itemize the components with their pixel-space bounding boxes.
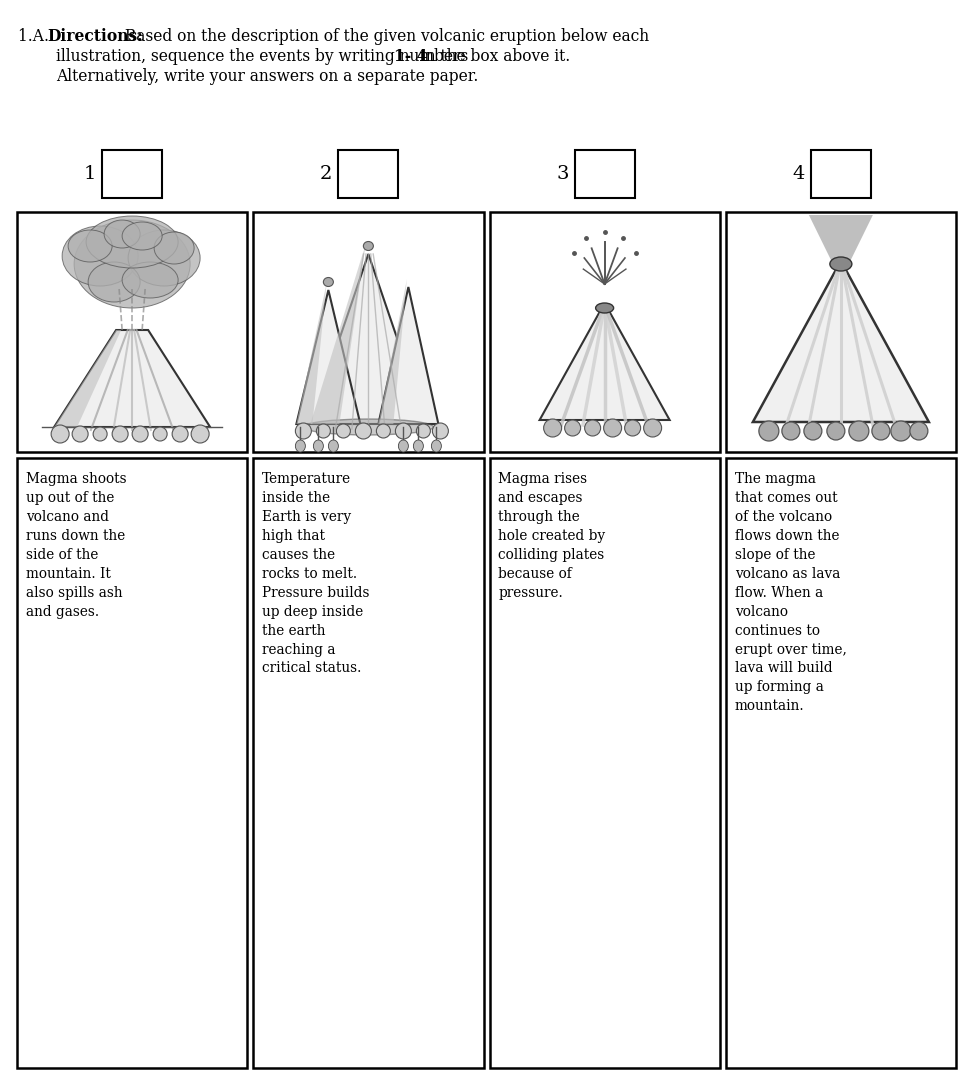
Polygon shape — [297, 291, 360, 425]
Circle shape — [564, 420, 581, 436]
Circle shape — [112, 426, 128, 442]
Polygon shape — [310, 254, 426, 425]
Ellipse shape — [363, 241, 374, 251]
Text: 1: 1 — [84, 165, 96, 183]
Bar — [102, 150, 162, 198]
Ellipse shape — [414, 440, 423, 452]
Bar — [489, 212, 720, 452]
Circle shape — [72, 426, 89, 442]
Text: 4: 4 — [792, 165, 805, 183]
Bar — [253, 458, 484, 1068]
Text: Alternatively, write your answers on a separate paper.: Alternatively, write your answers on a s… — [56, 68, 479, 85]
Circle shape — [355, 423, 372, 440]
Circle shape — [93, 427, 107, 441]
Bar — [726, 458, 956, 1068]
Ellipse shape — [62, 226, 138, 286]
Text: The magma
that comes out
of the volcano
flows down the
slope of the
volcano as l: The magma that comes out of the volcano … — [735, 472, 847, 713]
Polygon shape — [310, 245, 366, 425]
Circle shape — [377, 425, 390, 438]
Polygon shape — [378, 287, 439, 425]
Text: Magma rises
and escapes
through the
hole created by
colliding plates
because of
: Magma rises and escapes through the hole… — [498, 472, 605, 599]
Text: 1.A.: 1.A. — [18, 28, 54, 45]
Text: 3: 3 — [557, 165, 568, 183]
Circle shape — [872, 422, 890, 440]
Circle shape — [337, 425, 350, 438]
Circle shape — [132, 426, 148, 442]
Polygon shape — [540, 312, 669, 420]
Circle shape — [891, 421, 911, 441]
Circle shape — [316, 425, 331, 438]
Ellipse shape — [328, 440, 339, 452]
Circle shape — [603, 419, 622, 437]
Text: 2: 2 — [320, 165, 333, 183]
Bar — [489, 458, 720, 1068]
Polygon shape — [809, 215, 873, 270]
Bar — [17, 212, 247, 452]
Circle shape — [848, 421, 869, 441]
Circle shape — [544, 419, 561, 437]
Ellipse shape — [323, 278, 334, 286]
Bar — [339, 150, 398, 198]
Circle shape — [585, 420, 600, 436]
Ellipse shape — [128, 230, 200, 286]
Ellipse shape — [123, 222, 162, 250]
Text: Magma shoots
up out of the
volcano and
runs down the
side of the
mountain. It
al: Magma shoots up out of the volcano and r… — [26, 472, 126, 619]
Ellipse shape — [595, 303, 614, 313]
Circle shape — [625, 420, 640, 436]
Circle shape — [296, 423, 311, 440]
Ellipse shape — [87, 215, 178, 268]
Circle shape — [804, 422, 822, 440]
Text: Temperature
inside the
Earth is very
high that
causes the
rocks to melt.
Pressur: Temperature inside the Earth is very hig… — [263, 472, 370, 675]
Polygon shape — [54, 330, 210, 427]
Circle shape — [759, 421, 778, 441]
Text: illustration, sequence the events by writing numbers: illustration, sequence the events by wri… — [56, 48, 473, 65]
Bar — [575, 150, 634, 198]
Ellipse shape — [123, 262, 178, 298]
Ellipse shape — [431, 440, 442, 452]
Circle shape — [191, 425, 209, 443]
Circle shape — [172, 426, 188, 442]
Bar — [726, 212, 956, 452]
Circle shape — [782, 422, 800, 440]
Ellipse shape — [830, 257, 852, 271]
Circle shape — [432, 423, 449, 440]
Polygon shape — [297, 282, 327, 425]
Ellipse shape — [304, 419, 433, 435]
Ellipse shape — [313, 440, 323, 452]
Ellipse shape — [296, 440, 306, 452]
Text: Based on the description of the given volcanic eruption below each: Based on the description of the given vo… — [120, 28, 649, 45]
Bar — [17, 458, 247, 1068]
Ellipse shape — [74, 220, 190, 308]
Circle shape — [153, 427, 167, 441]
Polygon shape — [753, 270, 929, 422]
Ellipse shape — [89, 262, 140, 302]
Bar — [811, 150, 871, 198]
Circle shape — [52, 425, 69, 443]
Ellipse shape — [68, 230, 112, 262]
Circle shape — [827, 422, 845, 440]
Text: Directions:: Directions: — [47, 28, 143, 45]
Circle shape — [910, 422, 928, 440]
Ellipse shape — [104, 220, 140, 248]
Circle shape — [416, 425, 430, 438]
Text: in the box above it.: in the box above it. — [416, 48, 570, 65]
Circle shape — [395, 423, 412, 440]
Circle shape — [643, 419, 662, 437]
Ellipse shape — [398, 440, 409, 452]
Bar — [253, 212, 484, 452]
Text: 1- 4: 1- 4 — [394, 48, 427, 65]
Polygon shape — [378, 279, 407, 425]
Ellipse shape — [154, 232, 195, 264]
Polygon shape — [54, 330, 121, 427]
